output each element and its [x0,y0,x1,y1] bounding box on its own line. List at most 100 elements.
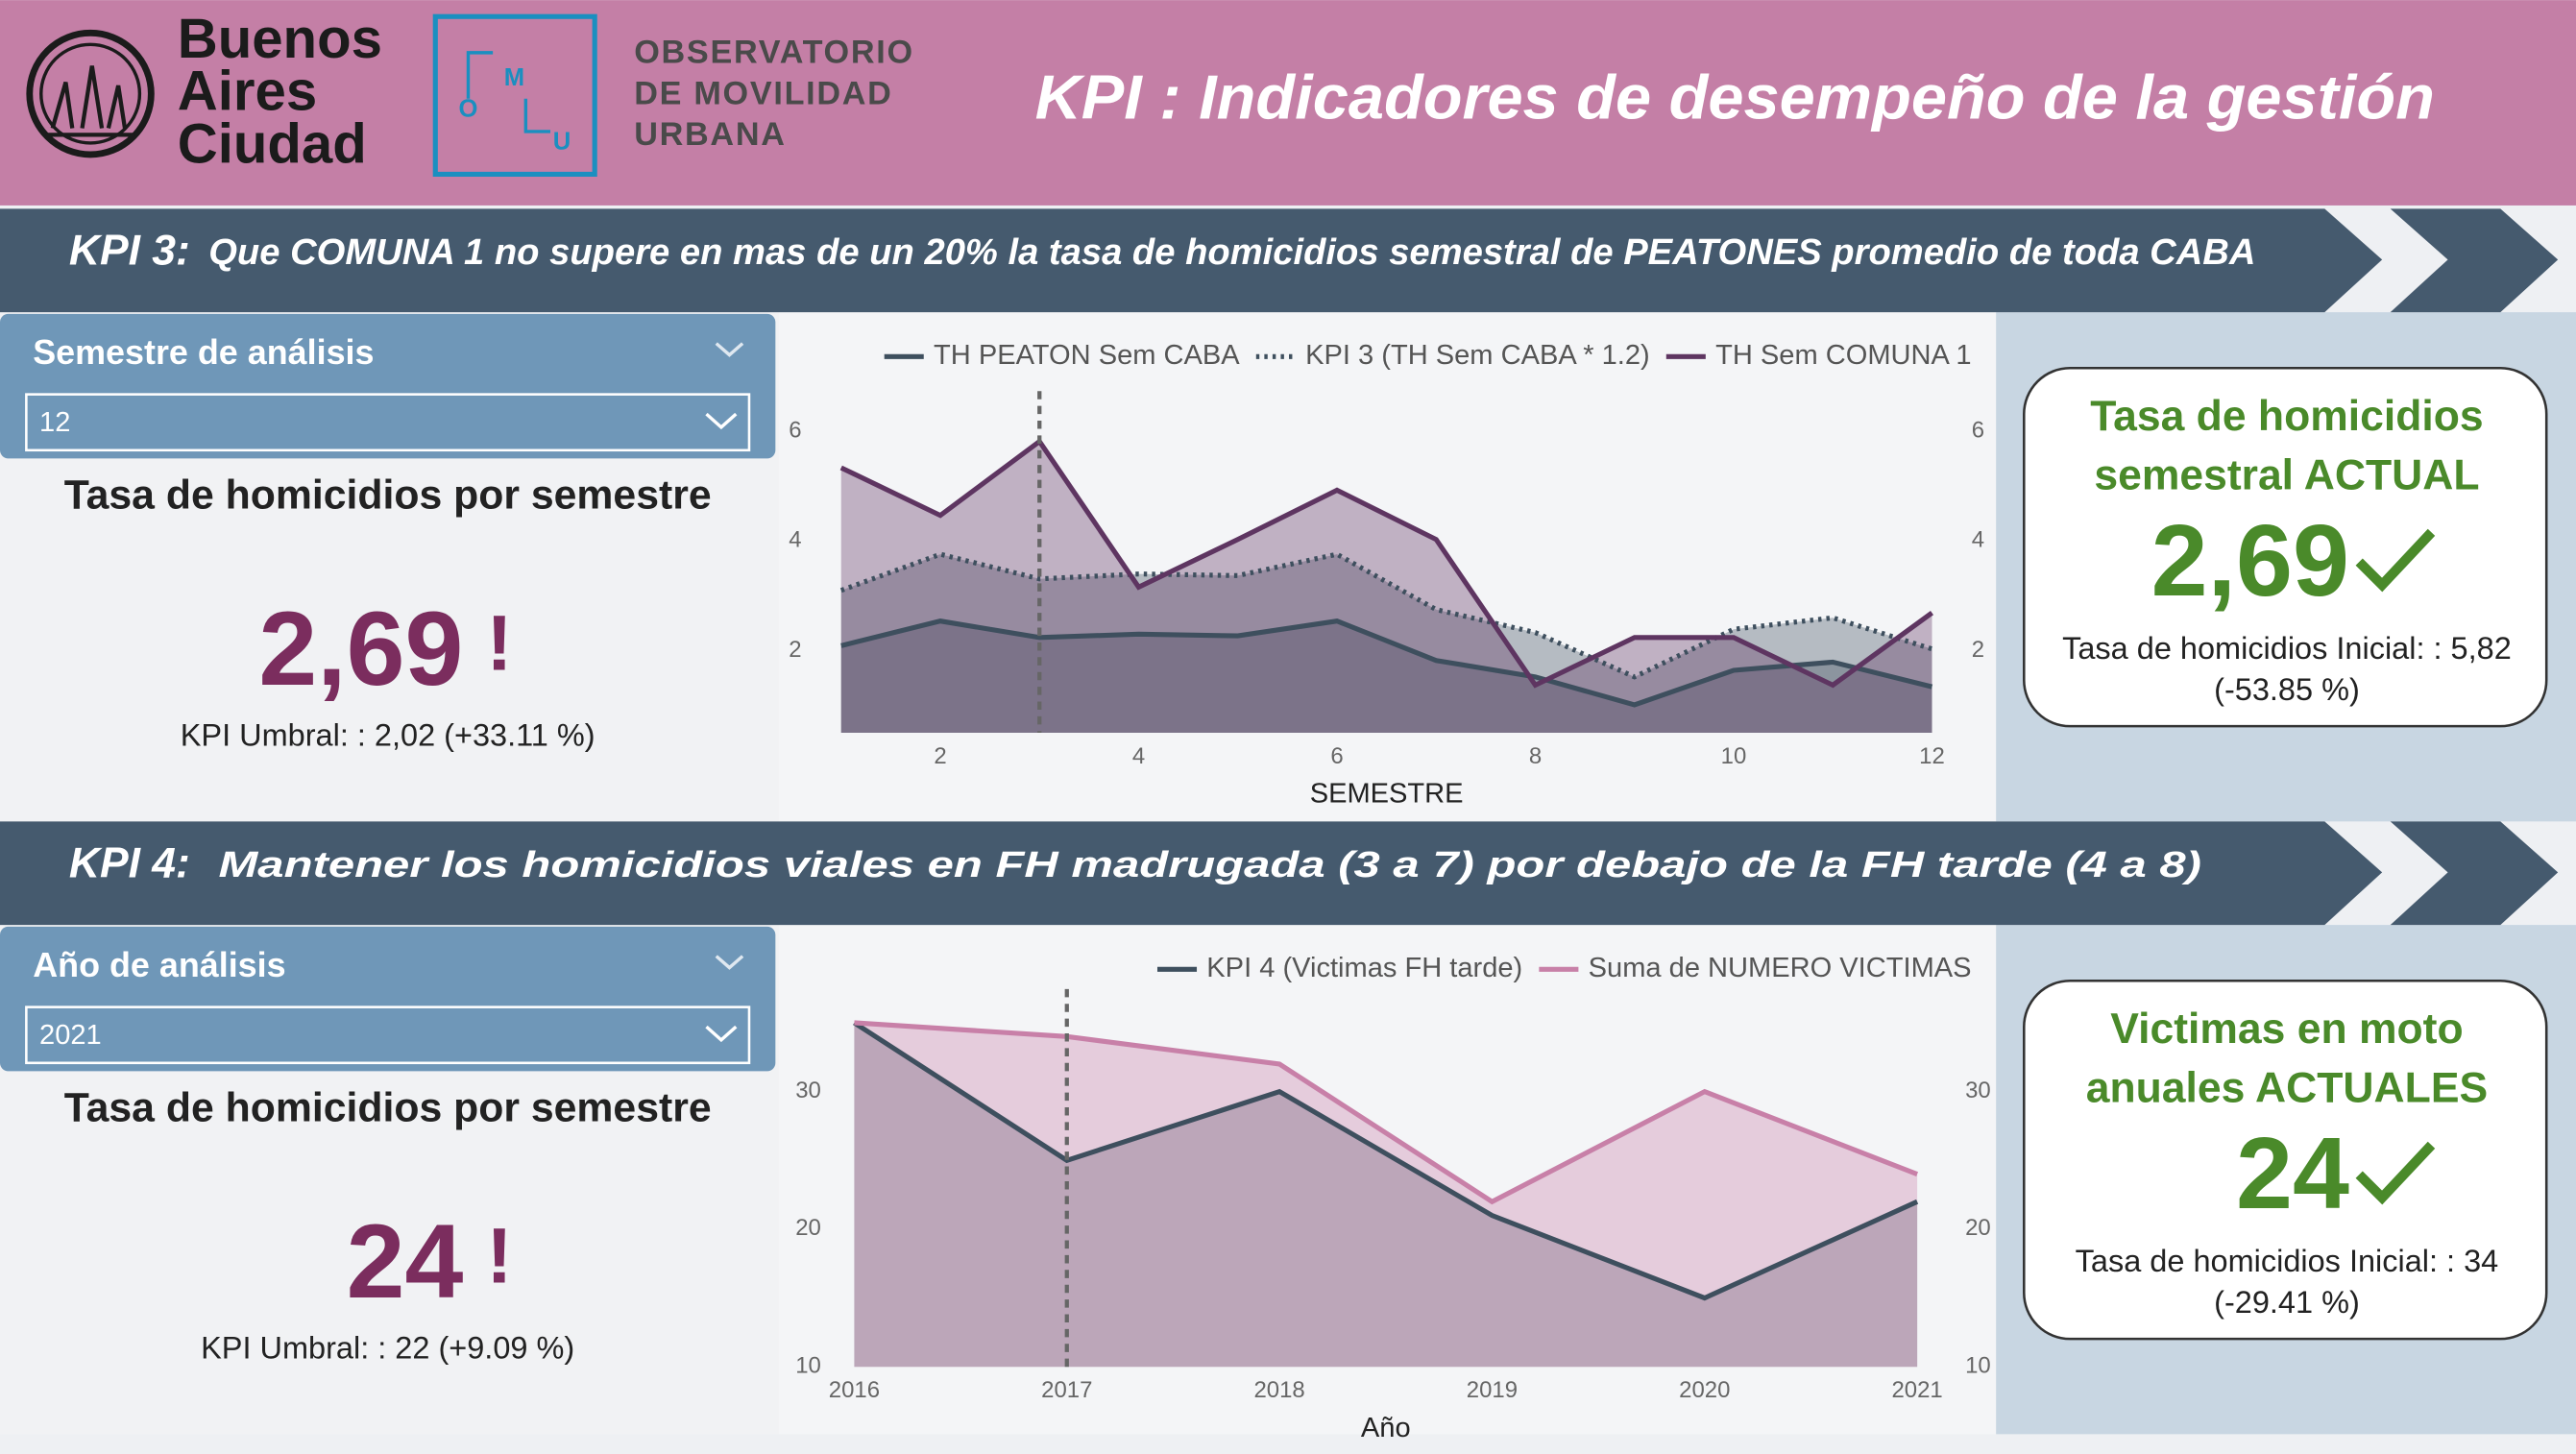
banner [0,208,2383,313]
kpi4-section: KPI 4: Mantener los homicidios viales en … [0,821,2576,1443]
filter-box [0,926,776,1072]
card-mark: ! [486,599,512,687]
side-card [2023,366,2548,728]
filter-chevron [715,342,744,357]
card-title: Tasa de homicidios por semestre [64,473,712,519]
x-tick-label: 2019 [1467,1377,1518,1403]
threshold: KPI Umbral: : 2,02 (+33.11 %) [181,718,595,753]
legend-label: TH PEATON Sem CABA [934,340,1240,371]
y-tick-label: 10 [795,1353,821,1379]
side-change: (-53.85 %) [2214,672,2360,707]
banner-label: KPI 4: [69,839,190,886]
y-tick-label: 6 [789,418,801,444]
x-axis-title: Año [1361,1413,1411,1443]
banner-label: KPI 3: [69,227,190,274]
dropdown-chevron [705,412,738,430]
logo [26,29,155,158]
series-line [854,1020,1919,1205]
observatorio-text: URBANA [634,116,786,153]
kpi3-section: KPI 3: Que COMUNA 1 no supere en mas de u… [0,208,2576,822]
side-title: anuales ACTUALES [2086,1065,2488,1112]
omu-letter: M [504,64,524,91]
x-tick-label: 6 [1330,743,1343,769]
side-title: Victimas en moto [2110,1006,2463,1053]
omu-letter: U [553,129,571,156]
filter-chevron [715,955,744,970]
filter-label: Semestre de análisis [33,332,374,372]
series-area [854,1022,1918,1368]
side-title: semestral ACTUAL [2094,452,2479,499]
banner-chevron [2390,821,2559,926]
legend-label: KPI 4 (Victimas FH tarde) [1206,953,1522,983]
legend-label: Suma de NUMERO VICTIMAS [1589,953,1972,983]
y-tick-label: 2 [789,637,801,663]
y2-tick-label: 10 [1965,1353,1991,1379]
x-tick-label: 2 [934,743,946,769]
x-tick-label: 4 [1132,743,1145,769]
series-area [840,620,1932,733]
check-icon [2355,528,2436,593]
x-axis-title: SEMESTRE [1310,779,1464,810]
side-change: (-29.41 %) [2214,1285,2360,1320]
y2-tick-label: 20 [1965,1215,1991,1241]
side-value: 24 [2236,1117,2349,1230]
x-tick-label: 12 [1919,743,1945,769]
x-tick-label: 8 [1529,743,1542,769]
observatorio-text: OBSERVATORIO [634,35,914,71]
y2-tick-label: 30 [1965,1078,1991,1103]
dropdown-chevron [705,1025,738,1043]
side-card [2023,979,2548,1341]
banner [0,821,2383,926]
series-line [839,438,1934,689]
filter-box [0,313,776,459]
card-title: Tasa de homicidios por semestre [64,1085,712,1131]
omu-box [432,13,597,177]
header-band [0,0,2576,206]
banner-chevron [2390,208,2559,313]
x-tick-label: 2020 [1679,1377,1730,1403]
side-initial: Tasa de homicidios Inicial: : 34 [2076,1244,2499,1278]
side-title: Tasa de homicidios [2090,393,2483,440]
series-area [854,1022,1918,1368]
filter-dropdown[interactable] [25,393,751,452]
check-icon [2355,1141,2436,1205]
banner-text: Mantener los homicidios viales en FH mad… [218,844,2201,885]
filter-label: Año de análisis [33,945,285,984]
card-value: 2,69 [258,591,463,708]
series-line [853,1020,1919,1301]
filter-value: 2021 [39,1020,102,1051]
logo-text: Aires [178,61,317,123]
logo-text: Buenos [178,8,382,70]
card-mark: ! [486,1212,512,1299]
observatorio-text: DE MOVILIDAD [634,75,892,111]
series-line [840,618,1933,708]
legend-label: KPI 3 (TH Sem CABA * 1.2) [1305,340,1650,371]
filter-value: 12 [39,407,70,438]
legend-label: TH Sem COMUNA 1 [1715,340,1971,371]
y-tick-label: 20 [795,1215,821,1241]
page-title: KPI : Indicadores de desempeño de la ges… [1035,61,2435,132]
series-line [839,551,1933,680]
threshold: KPI Umbral: : 22 (+9.09 %) [201,1331,574,1366]
x-tick-label: 2021 [1891,1377,1942,1403]
y2-tick-label: 2 [1972,637,1984,663]
x-tick-label: 2017 [1041,1377,1092,1403]
chart-panel [778,925,1997,1435]
card-value: 24 [347,1203,464,1321]
side-initial: Tasa de homicidios Inicial: : 5,82 [2062,631,2512,666]
banner-text: Que COMUNA 1 no supere en mas de un 20% … [208,231,2255,272]
y-tick-label: 4 [789,527,801,553]
y2-tick-label: 6 [1972,418,1984,444]
side-value: 2,69 [2151,504,2349,618]
x-tick-label: 2018 [1253,1377,1304,1403]
filter-dropdown[interactable] [25,1006,751,1065]
omu-letter: O [459,96,478,123]
series-area [840,554,1932,733]
y-tick-label: 30 [795,1078,821,1103]
series-area [840,441,1932,733]
logo-text: Ciudad [178,112,367,175]
x-tick-label: 2016 [829,1377,880,1403]
omu-lines [466,51,551,133]
